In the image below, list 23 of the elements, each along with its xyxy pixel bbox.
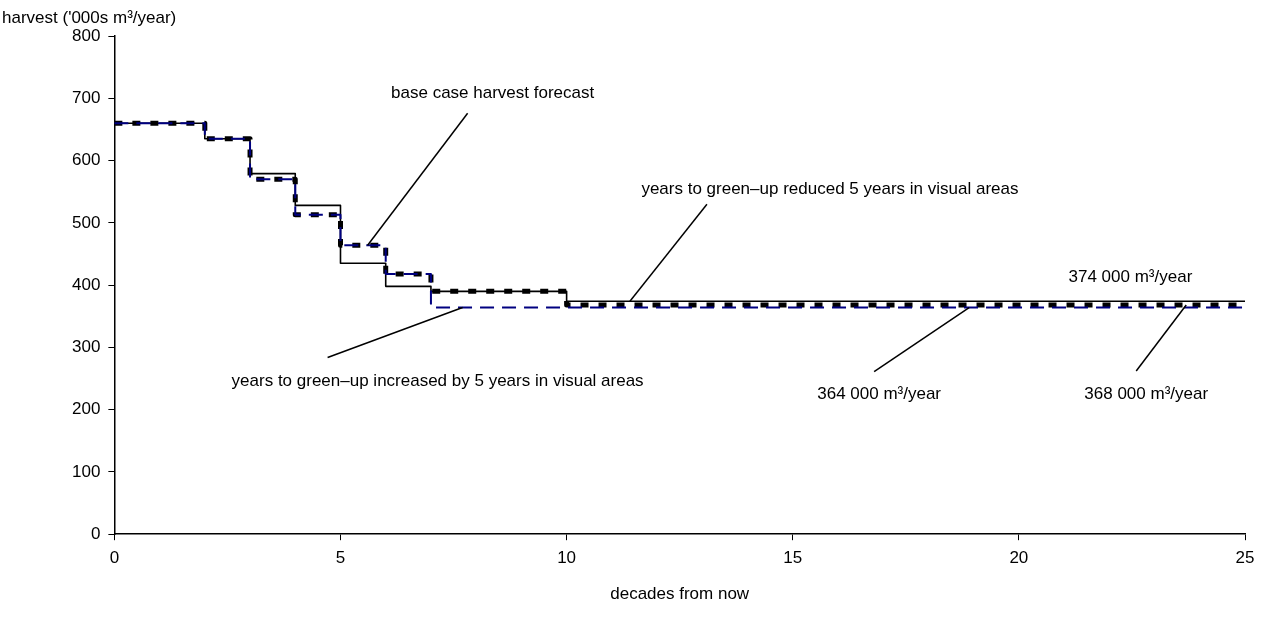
y-tick-label: 800 [71,25,101,45]
x-tick-label: 15 [783,548,803,568]
x-tick-label: 25 [1235,548,1255,568]
annotation: 364 000 m³/year [817,384,942,404]
y-tick-label: 300 [71,337,101,357]
annotation: years to green–up increased by 5 years in visual areas [231,371,644,391]
y-tick-label: 500 [71,212,101,232]
y-axis-title: harvest ('000s m³/year) [2,7,177,27]
y-tick-label: 200 [71,399,101,419]
x-axis-title: decades from now [610,584,750,604]
annotation: base case harvest forecast [391,82,595,102]
y-tick-label: 400 [71,274,101,294]
x-tick-label: 10 [557,548,577,568]
x-tick-label: 0 [109,548,120,568]
annotation: 374 000 m³/year [1068,266,1193,286]
y-tick-label: 0 [90,523,101,543]
x-tick-label: 20 [1009,548,1029,568]
y-tick-label: 100 [71,461,101,481]
annotation: years to green–up reduced 5 years in visual areas [641,178,1019,198]
annotation: 368 000 m³/year [1084,383,1209,403]
y-tick-label: 700 [71,87,101,107]
y-tick-label: 600 [71,150,101,170]
x-tick-label: 5 [335,548,346,568]
